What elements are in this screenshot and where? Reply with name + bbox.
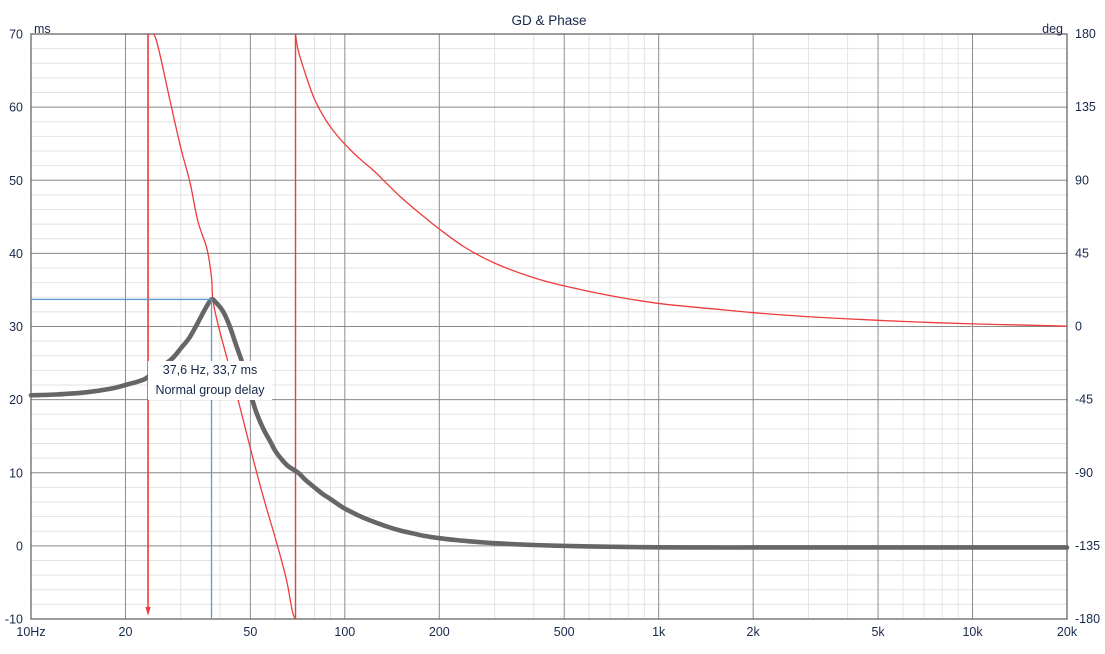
svg-text:20: 20 (9, 393, 23, 407)
svg-text:50: 50 (9, 174, 23, 188)
svg-text:-90: -90 (1075, 466, 1093, 480)
svg-text:70: 70 (9, 28, 23, 42)
svg-text:10k: 10k (962, 625, 983, 639)
svg-text:180: 180 (1075, 27, 1096, 41)
svg-text:0: 0 (16, 539, 23, 553)
svg-text:5k: 5k (871, 625, 885, 639)
svg-text:-45: -45 (1075, 393, 1093, 407)
svg-text:1k: 1k (652, 625, 666, 639)
svg-text:30: 30 (9, 320, 23, 334)
svg-text:2k: 2k (747, 625, 761, 639)
svg-text:0: 0 (1075, 320, 1082, 334)
svg-text:40: 40 (9, 247, 23, 261)
svg-text:100: 100 (334, 625, 355, 639)
svg-text:10: 10 (9, 466, 23, 480)
svg-text:-10: -10 (5, 613, 23, 627)
svg-text:10Hz: 10Hz (16, 625, 45, 639)
svg-text:200: 200 (429, 625, 450, 639)
svg-text:-180: -180 (1075, 612, 1100, 626)
svg-text:90: 90 (1075, 173, 1089, 187)
svg-text:135: 135 (1075, 100, 1096, 114)
svg-text:20: 20 (119, 625, 133, 639)
svg-text:500: 500 (554, 625, 575, 639)
svg-text:60: 60 (9, 101, 23, 115)
svg-text:45: 45 (1075, 246, 1089, 260)
svg-text:20k: 20k (1057, 625, 1078, 639)
svg-text:50: 50 (243, 625, 257, 639)
svg-text:-135: -135 (1075, 539, 1100, 553)
